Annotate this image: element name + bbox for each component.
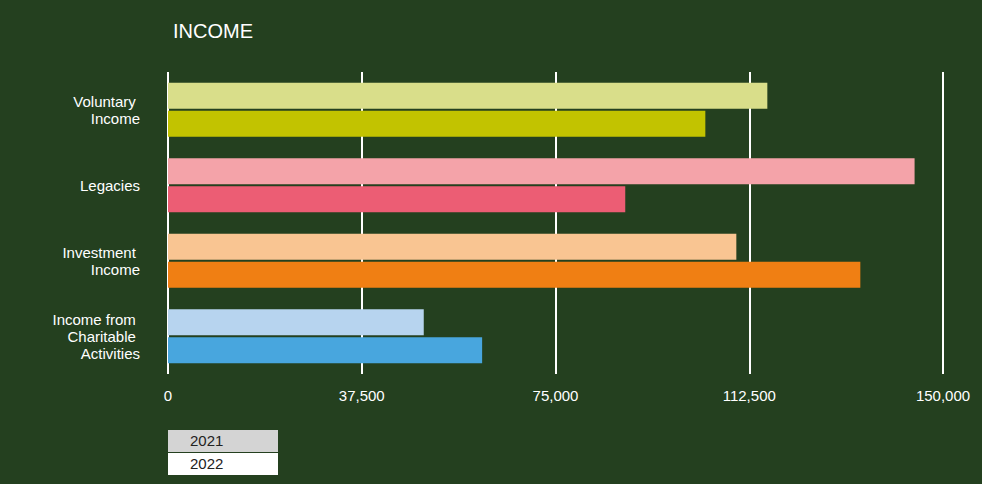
svg-text:Charitable: Charitable	[67, 328, 140, 345]
svg-text:75,000: 75,000	[533, 387, 579, 404]
svg-text:Income: Income	[91, 261, 140, 278]
svg-text:2021: 2021	[190, 432, 223, 449]
svg-text:Investment: Investment	[62, 244, 140, 261]
svg-text:37,500: 37,500	[339, 387, 385, 404]
svg-text:INCOME: INCOME	[173, 20, 253, 42]
svg-text:2022: 2022	[190, 455, 223, 472]
svg-text:112,500: 112,500	[723, 387, 776, 404]
svg-text:150,000: 150,000	[916, 387, 970, 404]
svg-text:Income: Income	[91, 110, 140, 127]
svg-text:0: 0	[164, 387, 172, 404]
svg-text:Legacies: Legacies	[80, 177, 140, 194]
svg-text:Activities: Activities	[81, 345, 140, 362]
svg-text:Voluntary: Voluntary	[73, 93, 140, 110]
svg-text:Income from: Income from	[52, 311, 140, 328]
